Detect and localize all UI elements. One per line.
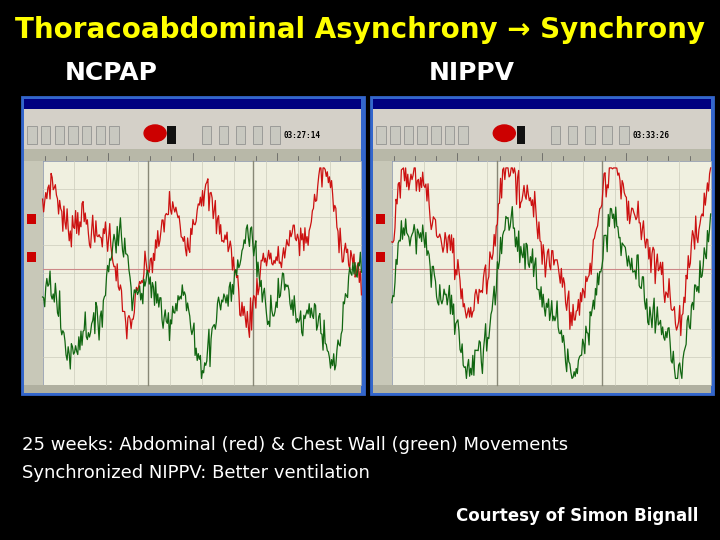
Text: Thoracoabdominal Asynchrony → Synchrony: Thoracoabdominal Asynchrony → Synchrony <box>15 16 705 44</box>
Bar <box>96 126 105 144</box>
Text: 03:33:26: 03:33:26 <box>633 131 670 140</box>
Text: 03:27:14: 03:27:14 <box>284 131 320 140</box>
Bar <box>377 126 386 144</box>
Text: 25 weeks: Abdominal (red) & Chest Wall (green) Movements: 25 weeks: Abdominal (red) & Chest Wall (… <box>22 436 568 455</box>
Bar <box>82 126 91 144</box>
Bar <box>24 149 361 161</box>
Bar <box>371 97 713 394</box>
Bar <box>219 126 228 144</box>
Bar <box>376 252 385 262</box>
Bar <box>390 126 400 144</box>
Bar <box>55 126 64 144</box>
Bar <box>585 126 595 144</box>
Bar <box>27 252 36 262</box>
Bar <box>109 126 119 144</box>
Bar <box>459 126 468 144</box>
Bar <box>568 126 577 144</box>
Bar <box>253 126 263 144</box>
Circle shape <box>144 125 166 141</box>
Bar <box>418 126 427 144</box>
Bar <box>236 126 246 144</box>
Circle shape <box>493 125 516 141</box>
Text: NCPAP: NCPAP <box>66 61 158 85</box>
Bar <box>373 109 711 121</box>
Bar <box>27 126 37 144</box>
Bar <box>551 126 560 144</box>
Bar <box>42 161 361 385</box>
Bar <box>373 99 711 109</box>
Bar <box>24 109 361 121</box>
Bar <box>373 161 392 385</box>
Text: NIPPV: NIPPV <box>428 61 515 85</box>
Bar <box>24 99 361 109</box>
Bar <box>392 161 711 385</box>
Text: Courtesy of Simon Bignall: Courtesy of Simon Bignall <box>456 507 698 525</box>
Bar <box>41 126 50 144</box>
Bar <box>24 121 361 149</box>
Bar <box>24 385 361 393</box>
Bar <box>373 121 711 149</box>
Bar <box>167 126 176 144</box>
Bar <box>619 126 629 144</box>
Bar <box>202 126 211 144</box>
Bar <box>431 126 441 144</box>
Bar <box>373 385 711 393</box>
Bar <box>24 161 42 385</box>
Text: Synchronized NIPPV: Better ventilation: Synchronized NIPPV: Better ventilation <box>22 463 369 482</box>
Bar <box>68 126 78 144</box>
Bar <box>270 126 279 144</box>
Bar <box>602 126 612 144</box>
Bar <box>373 149 711 161</box>
Bar <box>27 214 36 224</box>
Bar <box>376 214 385 224</box>
Bar <box>517 126 525 144</box>
Bar <box>404 126 413 144</box>
Bar <box>22 97 364 394</box>
Bar <box>445 126 454 144</box>
